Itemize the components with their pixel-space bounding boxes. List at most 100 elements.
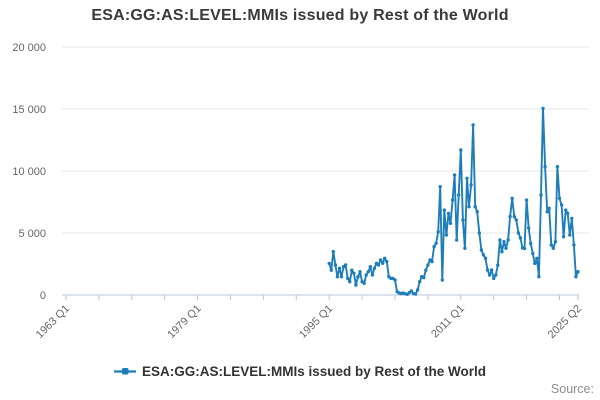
data-point [557, 196, 562, 200]
y-axis-tick-label: 15 000 [12, 104, 46, 116]
source-label: Source: [550, 382, 594, 396]
data-point [539, 193, 543, 197]
data-point [432, 244, 436, 249]
data-point [504, 246, 508, 250]
data-point [370, 273, 375, 277]
data-point [471, 123, 475, 127]
data-point [489, 268, 494, 272]
data-point [500, 250, 504, 254]
data-point [514, 218, 518, 222]
data-point [475, 210, 479, 214]
data-point [350, 268, 354, 272]
data-point [498, 238, 502, 242]
data-point [561, 235, 566, 239]
data-point [555, 165, 560, 169]
data-point [366, 270, 370, 274]
data-point [335, 275, 340, 279]
data-point [415, 288, 420, 292]
data-point [413, 292, 418, 296]
data-point [537, 275, 541, 279]
data-point [518, 236, 523, 240]
data-point [481, 253, 486, 257]
data-point [553, 240, 558, 244]
data-point [494, 273, 498, 277]
y-axis-tick-label: 10 000 [12, 166, 46, 178]
data-point [450, 198, 455, 202]
data-point [572, 243, 576, 247]
data-point [496, 263, 500, 267]
legend: ESA:GG:AS:LEVEL:MMIs issued by Rest of t… [0, 362, 600, 380]
data-point [331, 249, 335, 254]
data-point [438, 185, 442, 189]
data-point [502, 240, 506, 244]
data-point [545, 210, 549, 214]
data-point [506, 238, 510, 242]
data-point [424, 268, 428, 272]
data-point [352, 271, 356, 275]
data-point [547, 206, 551, 210]
data-point [356, 275, 360, 279]
y-axis-tick-label: 0 [40, 290, 46, 302]
x-axis-tick-label: 2025 Q2 [546, 303, 584, 341]
data-point [512, 214, 516, 219]
data-point [483, 256, 488, 260]
data-point [531, 251, 535, 256]
data-point [529, 241, 533, 246]
data-point [549, 243, 553, 247]
data-point [485, 268, 490, 272]
data-point [381, 261, 385, 265]
data-point [455, 238, 459, 242]
x-axis-tick-label: 2011 Q1 [429, 303, 467, 341]
data-point [524, 198, 529, 202]
data-point [385, 259, 389, 264]
data-point [409, 289, 414, 293]
data-point [376, 263, 381, 267]
y-axis-tick-label: 5 000 [18, 228, 46, 240]
data-point [457, 193, 461, 197]
data-point [522, 246, 527, 251]
legend-item[interactable]: ESA:GG:AS:LEVEL:MMIs issued by Rest of t… [113, 364, 486, 379]
data-point [510, 196, 514, 200]
data-point [492, 276, 496, 281]
legend-line-marker-icon [113, 367, 136, 376]
data-point [348, 280, 352, 284]
data-point [372, 266, 377, 270]
data-point [436, 230, 440, 234]
x-axis-tick-label: 1995 Q1 [297, 303, 335, 341]
data-point [364, 273, 368, 277]
data-point [418, 280, 422, 284]
data-point [339, 275, 344, 279]
data-point [570, 216, 574, 221]
data-point [469, 183, 473, 187]
data-point [393, 278, 397, 282]
data-point [535, 256, 539, 260]
data-point [459, 148, 463, 152]
data-point [473, 205, 477, 209]
data-point [568, 233, 572, 237]
data-point [444, 233, 449, 237]
data-point [564, 208, 568, 212]
data-point [452, 173, 457, 177]
data-point [346, 276, 350, 281]
data-point [574, 275, 578, 279]
data-point [354, 283, 358, 287]
y-axis-tick-label: 20 000 [12, 42, 46, 54]
data-point [358, 270, 362, 274]
data-point [508, 214, 512, 219]
data-point [426, 263, 430, 267]
data-point [343, 263, 348, 267]
data-point [465, 176, 469, 180]
data-point [333, 263, 338, 267]
data-point [467, 205, 471, 209]
data-point [422, 275, 426, 280]
data-point [378, 258, 383, 262]
data-point [383, 256, 387, 260]
data-point [559, 203, 564, 207]
data-point [461, 218, 465, 222]
x-axis-tick-label: 1963 Q1 [34, 303, 72, 341]
x-axis-tick-label: 1979 Q1 [165, 303, 203, 341]
data-point [440, 278, 444, 282]
data-point [448, 221, 453, 225]
